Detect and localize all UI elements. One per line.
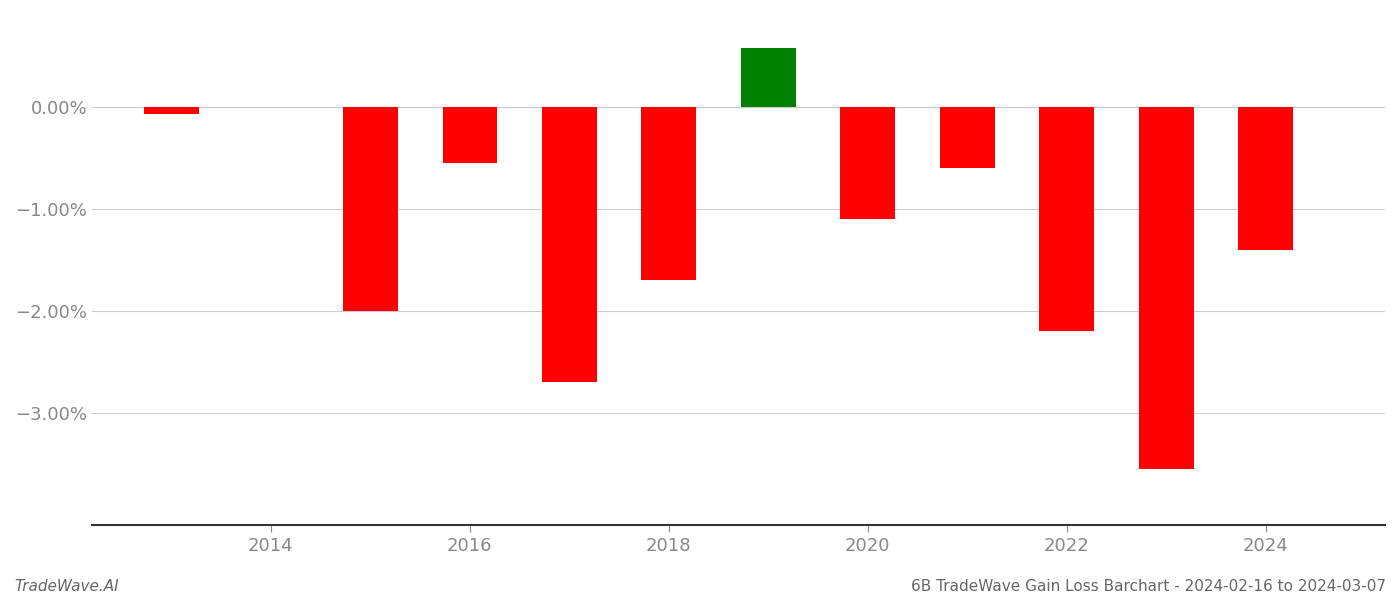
Text: TradeWave.AI: TradeWave.AI [14, 579, 119, 594]
Bar [1238, 107, 1294, 250]
Bar [939, 107, 994, 168]
Bar [641, 107, 696, 280]
Bar [442, 107, 497, 163]
Bar [542, 107, 596, 382]
Text: 6B TradeWave Gain Loss Barchart - 2024-02-16 to 2024-03-07: 6B TradeWave Gain Loss Barchart - 2024-0… [911, 579, 1386, 594]
Bar [741, 47, 795, 107]
Bar [1039, 107, 1093, 331]
Bar [343, 107, 398, 311]
Bar [144, 107, 199, 114]
Bar [840, 107, 895, 219]
Bar [1138, 107, 1194, 469]
